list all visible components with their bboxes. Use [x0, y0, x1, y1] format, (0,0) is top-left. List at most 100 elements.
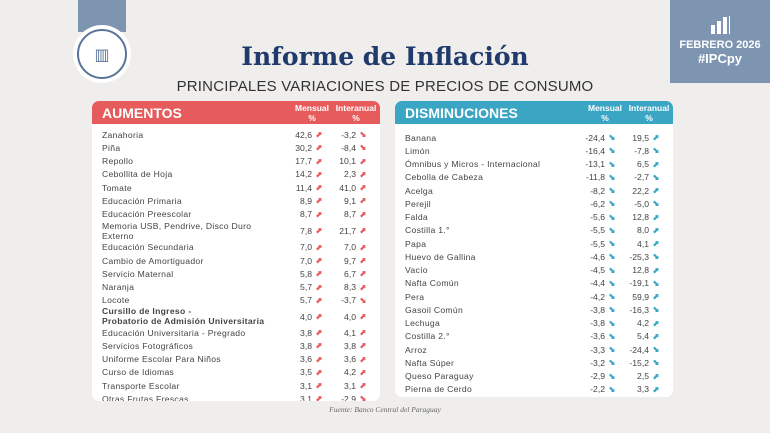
arrow-up-icon: ⬈ — [315, 143, 323, 153]
monthly-value: -3,6 — [590, 331, 605, 342]
table-row: Costilla 2.° -3,6 ⬊ 5,4 ⬈ — [405, 330, 663, 343]
arrow-up-icon: ⬈ — [315, 312, 323, 321]
arrow-up-icon: ⬈ — [652, 159, 660, 169]
table-row: Transporte Escolar 3,1 ⬈ 3,1 ⬈ — [102, 379, 370, 392]
col-annual: Interanual% — [335, 102, 377, 123]
arrow-down-icon: ⬊ — [652, 199, 660, 209]
item-name: Ómnibus y Micros - Internacional — [405, 159, 541, 170]
annual-value: 2,3 — [344, 169, 356, 180]
table-row: Huevo de Gallina -4,6 ⬊ -25,3 ⬊ — [405, 250, 663, 263]
monthly-value: 7,8 — [300, 225, 312, 236]
annual-value: 6,5 — [637, 159, 649, 170]
item-name: Locote — [102, 295, 130, 306]
item-name: Vacío — [405, 265, 428, 276]
annual-value: -5,0 — [634, 198, 649, 209]
item-name: Acelga — [405, 185, 434, 196]
item-name: Queso Paraguay — [405, 371, 474, 382]
item-name: Educación Universitaria - Pregrado — [102, 327, 246, 338]
annual-value: -15,2 — [629, 357, 649, 368]
monthly-value: 3,6 — [300, 354, 312, 365]
annual-value: 4,0 — [344, 311, 356, 322]
table-row: Pera -4,2 ⬊ 59,9 ⬈ — [405, 290, 663, 303]
monthly-value: 7,0 — [300, 242, 312, 253]
item-name: Perejil — [405, 198, 431, 209]
monthly-value: -2,2 — [590, 384, 605, 395]
arrow-down-icon: ⬊ — [608, 358, 616, 368]
table-row: Nafta Súper -3,2 ⬊ -15,2 ⬊ — [405, 356, 663, 369]
arrow-up-icon: ⬈ — [315, 169, 323, 179]
item-name: Costilla 1.° — [405, 225, 450, 236]
annual-value: 4,2 — [637, 318, 649, 329]
arrow-down-icon: ⬊ — [608, 225, 616, 235]
annual-value: 3,3 — [637, 384, 649, 395]
annual-value: 59,9 — [632, 291, 649, 302]
item-name: Lechuga — [405, 318, 441, 329]
arrow-down-icon: ⬊ — [652, 252, 660, 262]
arrow-up-icon: ⬈ — [315, 381, 323, 391]
arrow-down-icon: ⬊ — [652, 358, 660, 368]
table-row: Servicios Fotográficos 3,8 ⬈ 3,8 ⬈ — [102, 339, 370, 352]
table-row: Acelga -8,2 ⬊ 22,2 ⬈ — [405, 184, 663, 197]
annual-value: 8,7 — [344, 209, 356, 220]
table-row: Servicio Maternal 5,8 ⬈ 6,7 ⬈ — [102, 267, 370, 280]
monthly-value: -4,5 — [590, 265, 605, 276]
table-row: Costilla 1.° -5,5 ⬊ 8,0 ⬈ — [405, 224, 663, 237]
table-row: Curso de Idiomas 3,5 ⬈ 4,2 ⬈ — [102, 366, 370, 379]
arrow-up-icon: ⬈ — [652, 371, 660, 381]
item-name: Costilla 2.° — [405, 331, 450, 342]
arrow-up-icon: ⬈ — [652, 384, 660, 394]
annual-value: 4,2 — [344, 367, 356, 378]
item-name: Otras Frutas Frescas — [102, 393, 189, 401]
arrow-down-icon: ⬊ — [608, 239, 616, 249]
arrow-up-icon: ⬈ — [315, 256, 323, 266]
monthly-value: 7,0 — [300, 255, 312, 266]
item-name: Cebollita de Hoja — [102, 169, 173, 180]
annual-value: -7,8 — [634, 145, 649, 156]
monthly-value: -3,8 — [590, 304, 605, 315]
arrow-down-icon: ⬊ — [608, 172, 616, 182]
table-row: Uniforme Escolar Para Niños 3,6 ⬈ 3,6 ⬈ — [102, 353, 370, 366]
arrow-up-icon: ⬈ — [315, 394, 323, 401]
item-name: Educación Preescolar — [102, 209, 192, 220]
monthly-value: -3,8 — [590, 318, 605, 329]
table-row: Memoria USB, Pendrive, Disco Duro Extern… — [102, 221, 370, 241]
monthly-value: 30,2 — [295, 142, 312, 153]
page-subtitle: PRINCIPALES VARIACIONES DE PRECIOS DE CO… — [176, 78, 594, 95]
disminuciones-panel: DISMINUCIONES Mensual% Interanual% Banan… — [395, 101, 673, 397]
annual-value: -3,2 — [341, 129, 356, 140]
table-row: Ómnibus y Micros - Internacional -13,1 ⬊ 6,… — [405, 158, 663, 171]
arrow-down-icon: ⬊ — [359, 143, 367, 153]
hashtag: #IPCpy — [697, 51, 743, 66]
annual-value: -2,7 — [634, 172, 649, 183]
arrow-up-icon: ⬈ — [359, 169, 367, 179]
item-name: Naranja — [102, 282, 135, 293]
period: FEBRERO 2026 — [679, 39, 761, 51]
arrow-up-icon: ⬈ — [359, 341, 367, 351]
item-name: Limón — [405, 145, 430, 156]
monthly-value: 3,8 — [300, 340, 312, 351]
arrow-down-icon: ⬊ — [652, 278, 660, 288]
table-row: Banana -24,4 ⬊ 19,5 ⬈ — [405, 131, 663, 144]
col-annual: Interanual% — [628, 102, 670, 123]
item-name: Cambio de Amortiguador — [102, 255, 204, 266]
annual-value: 5,4 — [637, 331, 649, 342]
table-row: Educación Preescolar 8,7 ⬈ 8,7 ⬈ — [102, 208, 370, 221]
monthly-value: -4,4 — [590, 278, 605, 289]
table-row: Naranja 5,7 ⬈ 8,3 ⬈ — [102, 281, 370, 294]
annual-value: -2,9 — [341, 393, 356, 401]
annual-value: 10,1 — [339, 156, 356, 167]
arrow-up-icon: ⬈ — [359, 226, 367, 236]
arrow-up-icon: ⬈ — [359, 269, 367, 279]
period-badge: FEBRERO 2026 #IPCpy — [670, 0, 770, 83]
item-name: Falda — [405, 212, 428, 223]
table-row: Educación Primaria 8,9 ⬈ 9,1 ⬈ — [102, 194, 370, 207]
annual-value: -19,1 — [629, 278, 649, 289]
source-note: Fuente: Banco Central del Paraguay — [329, 405, 441, 414]
arrow-down-icon: ⬊ — [608, 199, 616, 209]
monthly-value: 3,1 — [300, 380, 312, 391]
item-name: Arroz — [405, 344, 428, 355]
monthly-value: 4,0 — [300, 311, 312, 322]
arrow-up-icon: ⬈ — [359, 209, 367, 219]
table-row: Falda -5,6 ⬊ 12,8 ⬈ — [405, 211, 663, 224]
monthly-value: 3,1 — [300, 393, 312, 401]
